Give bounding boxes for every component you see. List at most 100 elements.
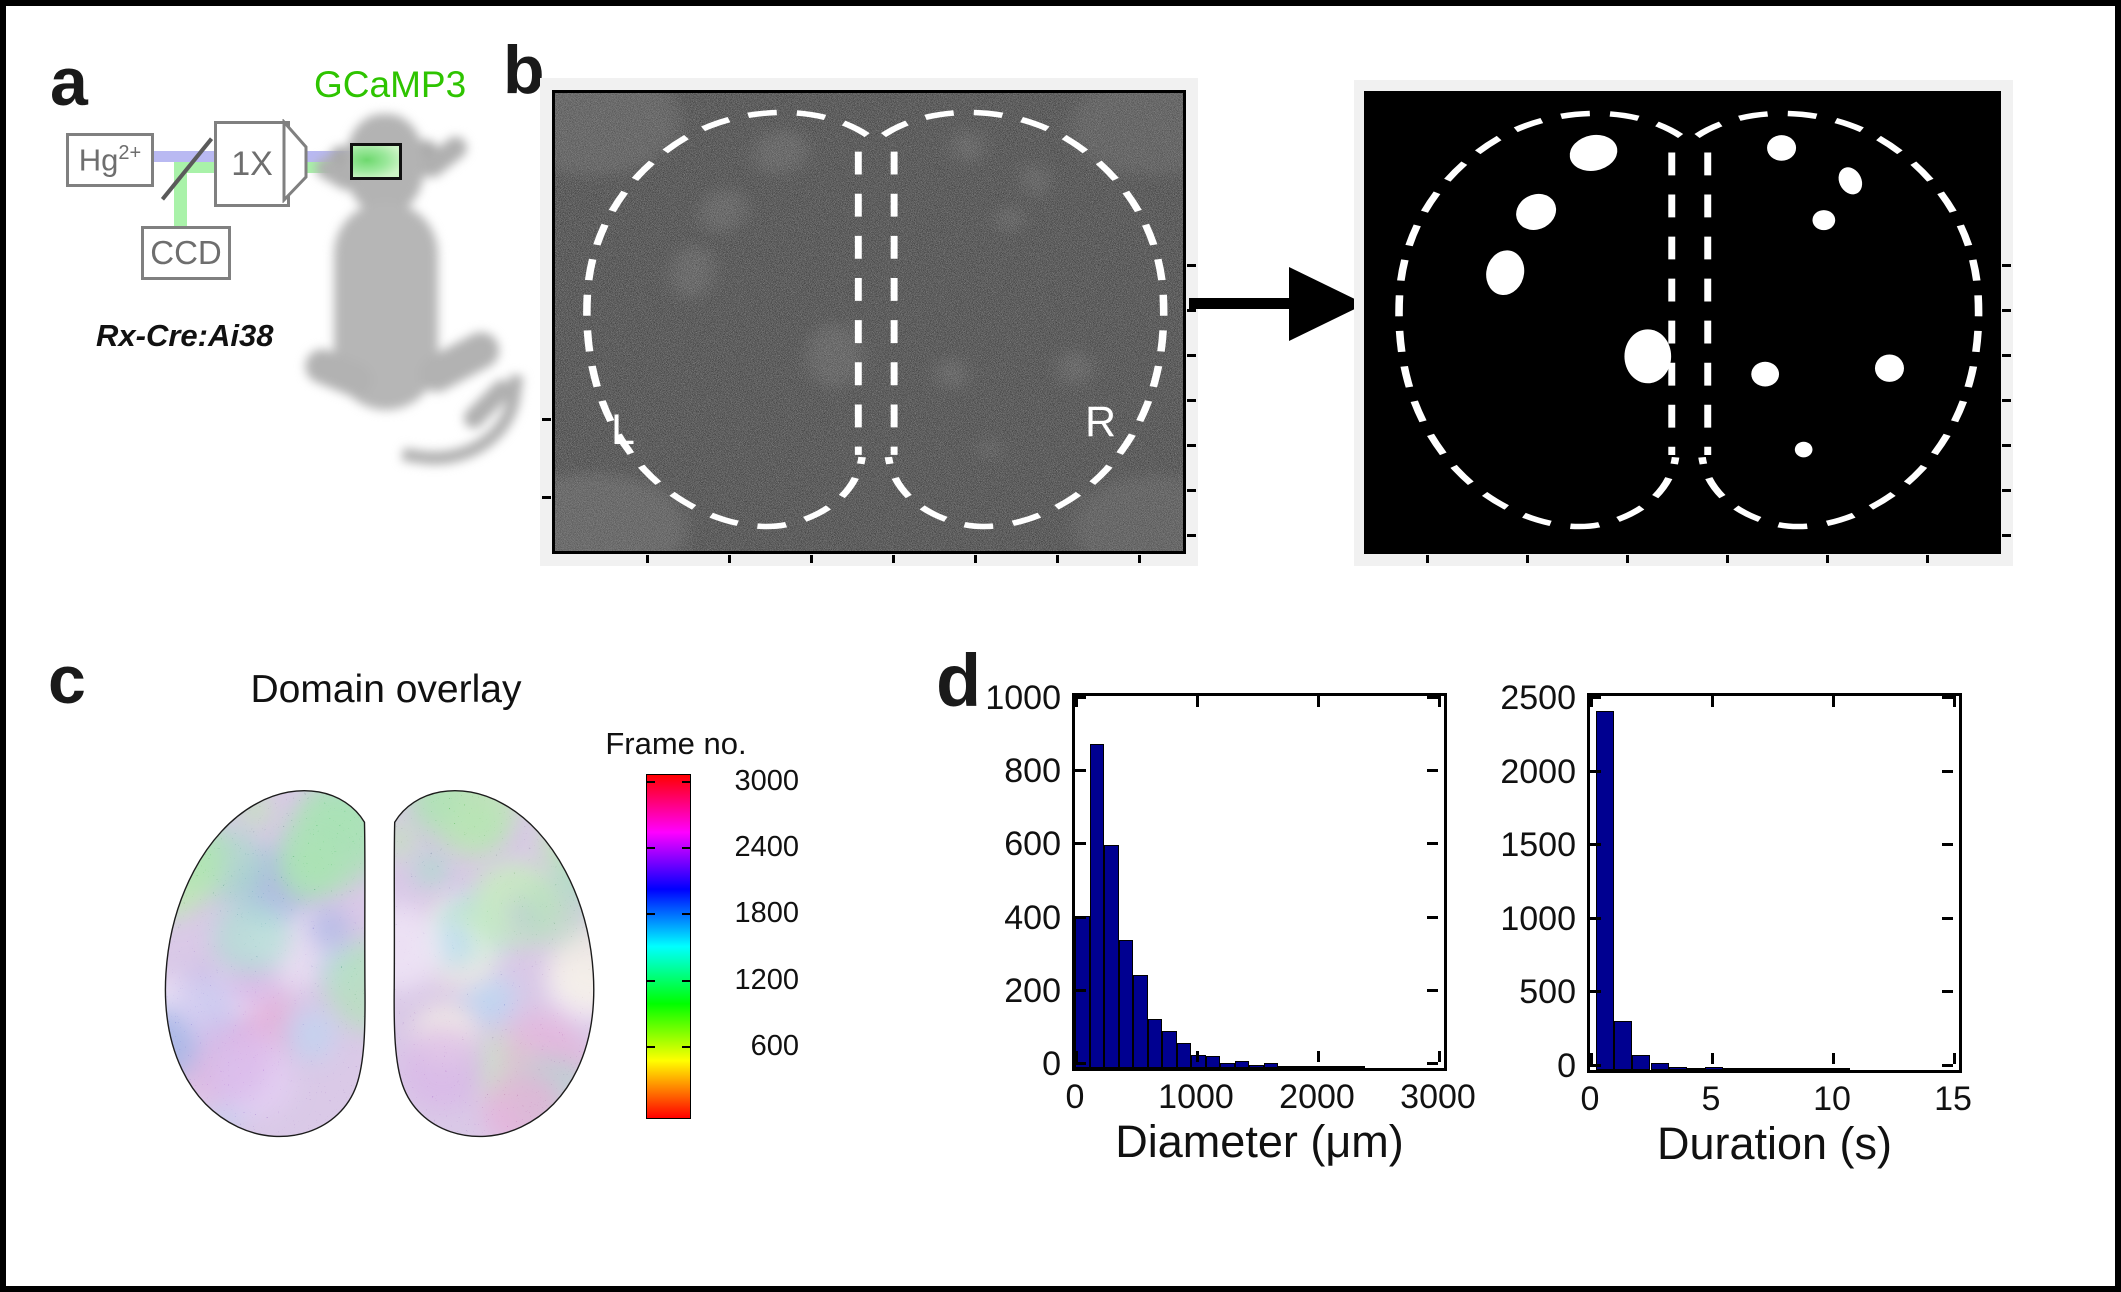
domain-blobs [1486, 134, 1904, 458]
duration-histogram: Duration (s) 0 5 10 15 0 500 1000 1500 2000 2500 [1500, 681, 1972, 1169]
cranial-window [350, 143, 402, 180]
y-tick-label: 500 [1519, 973, 1576, 1012]
image-axis-tick [1187, 489, 1196, 492]
axis-tick [1075, 988, 1086, 992]
image-axis-tick [646, 555, 649, 563]
x-tick-label: 2000 [1279, 1078, 1355, 1116]
histogram-bar [1596, 710, 1615, 1070]
histogram-bar [1075, 916, 1090, 1068]
left-hemisphere-label: L [611, 406, 635, 454]
right-hemisphere-label: R [1085, 398, 1117, 446]
image-axis-tick [2002, 309, 2011, 312]
image-axis-tick [1926, 555, 1929, 563]
image-axis-tick [1626, 555, 1629, 563]
axis-tick [1590, 769, 1601, 773]
corner-glow [1069, 93, 1183, 176]
x-tick-label: 10 [1813, 1080, 1851, 1118]
panel-a-letter: a [50, 44, 88, 120]
histogram-bar [1813, 1068, 1832, 1070]
axis-tick [1590, 1053, 1593, 1064]
y-tick-label: 1000 [985, 679, 1061, 717]
histogram-bar [1249, 1064, 1264, 1068]
axis-tick [1832, 696, 1835, 707]
image-axis-tick [542, 418, 551, 421]
ccd-camera-label: CCD [150, 234, 222, 271]
image-axis-tick [542, 496, 551, 499]
axis-tick [1438, 1051, 1441, 1062]
axis-tick [1942, 990, 1953, 994]
histogram-bar [1795, 1068, 1814, 1070]
duration-axis-label: Duration (s) [1656, 1118, 1893, 1169]
image-axis-tick [2002, 354, 2011, 357]
domain-overlay-brains [164, 790, 595, 1138]
colorbar-tick [647, 1046, 655, 1049]
axis-tick [1438, 696, 1441, 707]
mouse-silhouette [300, 102, 524, 477]
colorbar-tick-label: 3000 [734, 764, 799, 797]
diameter-histogram: Diameter (μm) 0 1000 2000 3000 0 200 400 600 800… [985, 681, 1475, 1167]
y-tick-label: 1500 [1500, 826, 1576, 865]
panel-b-letter: b [503, 32, 545, 108]
axis-tick [1942, 696, 1953, 699]
left-brain-outline [164, 790, 366, 1138]
image-axis-tick [1187, 309, 1196, 312]
right-brain-outline [393, 790, 595, 1138]
histogram-bar [1336, 1066, 1351, 1068]
histogram-bar [1263, 1063, 1279, 1068]
colorbar-tick [682, 979, 690, 982]
x-tick-label: 0 [1580, 1080, 1600, 1118]
image-axis-tick [1138, 555, 1141, 563]
axis-tick [1317, 1051, 1320, 1062]
processing-arrow [1189, 267, 1365, 341]
histogram-bar [1350, 1066, 1366, 1068]
axis-tick [1590, 696, 1593, 707]
histogram-bar [1741, 1068, 1760, 1070]
axis-tick [1953, 1053, 1956, 1064]
mercury-lamp-box: Hg2+ [66, 133, 154, 187]
gcamp-label: GCaMP3 [314, 64, 467, 105]
axis-tick [1075, 769, 1086, 773]
histogram-bar [1292, 1066, 1308, 1068]
mouse-tail [401, 360, 524, 477]
axis-tick [1590, 843, 1601, 847]
axis-tick [1075, 915, 1086, 919]
image-axis-tick [892, 555, 895, 563]
image-axis-tick [2002, 489, 2011, 492]
histogram-bar [1089, 744, 1105, 1068]
histogram-bar [1777, 1068, 1796, 1070]
x-tick-label: 0 [1065, 1078, 1085, 1116]
panel-c-letter: c [48, 642, 86, 718]
ccd-camera-box: CCD [141, 226, 231, 280]
y-tick-label: 1000 [1500, 899, 1576, 938]
y-tick-label: 200 [1004, 971, 1061, 1010]
histogram-bar [1650, 1062, 1669, 1070]
brain-outline-dashed [1395, 110, 1983, 530]
raw-fluorescence-image: L R [552, 90, 1186, 554]
histogram-bar [1704, 1067, 1724, 1070]
axis-tick [1427, 1062, 1438, 1065]
colorbar-tick [647, 846, 655, 849]
image-axis-tick [1526, 555, 1529, 563]
diameter-axis-label: Diameter (μm) [1115, 1116, 1404, 1167]
emission-beam-vertical [174, 162, 187, 228]
y-tick-label: 600 [1004, 825, 1061, 864]
axis-tick [1075, 842, 1086, 846]
histogram-bar [1686, 1068, 1705, 1070]
image-axis-tick [1056, 555, 1059, 563]
y-tick-label: 0 [1557, 1047, 1576, 1085]
histogram-bar [1832, 1068, 1851, 1070]
axis-tick [1942, 843, 1953, 847]
frame-colorbar [646, 774, 691, 1119]
brain-outline-dashed [583, 109, 1168, 530]
x-tick-label: 15 [1934, 1080, 1972, 1118]
panel-c-title: Domain overlay [250, 668, 522, 711]
axis-tick [1427, 915, 1438, 919]
mouse-line-label: Rx-Cre:Ai38 [96, 318, 274, 353]
histogram-bar [1234, 1060, 1250, 1068]
colorbar-tick [647, 913, 655, 916]
colorbar-tick-label: 1200 [734, 963, 799, 996]
histogram-bar [1614, 1020, 1633, 1070]
histogram-bar [1307, 1066, 1322, 1068]
histogram-bar [1668, 1066, 1687, 1070]
